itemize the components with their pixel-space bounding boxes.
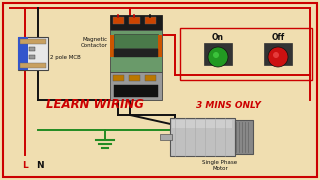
Bar (160, 134, 172, 140)
Circle shape (208, 47, 228, 67)
Bar (113, 75, 124, 81)
Text: Off: Off (271, 33, 284, 42)
Bar (114, 34, 158, 48)
Bar (180, 28, 312, 80)
Bar (145, 17, 156, 24)
Bar (204, 43, 232, 65)
Text: L: L (22, 161, 28, 170)
Circle shape (268, 47, 288, 67)
Bar (172, 120, 232, 128)
Bar (110, 72, 162, 100)
Text: Magnetic
Contactor: Magnetic Contactor (81, 37, 108, 48)
Bar (145, 75, 156, 81)
Bar (114, 85, 158, 97)
Circle shape (273, 52, 279, 58)
Bar (110, 35, 114, 57)
Bar (18, 37, 48, 70)
Bar (129, 17, 140, 24)
Bar (170, 118, 235, 156)
Bar (264, 43, 292, 65)
Bar (29, 55, 35, 59)
Bar (110, 30, 162, 72)
Text: 2 pole MCB: 2 pole MCB (50, 55, 81, 60)
Bar (20, 39, 46, 44)
Bar (18, 37, 28, 70)
Text: LEARN WIRING: LEARN WIRING (46, 98, 144, 111)
Circle shape (213, 52, 219, 58)
Bar (113, 17, 124, 24)
Bar (158, 35, 162, 57)
Text: N: N (36, 161, 44, 170)
Bar (29, 47, 35, 51)
Text: Single Phase
Motor: Single Phase Motor (203, 160, 237, 171)
Text: 3 MINS ONLY: 3 MINS ONLY (196, 101, 260, 110)
Bar (129, 75, 140, 81)
Bar (20, 63, 46, 68)
Text: On: On (212, 33, 224, 42)
Bar (114, 49, 158, 57)
Bar (235, 120, 253, 154)
Bar (110, 15, 162, 30)
